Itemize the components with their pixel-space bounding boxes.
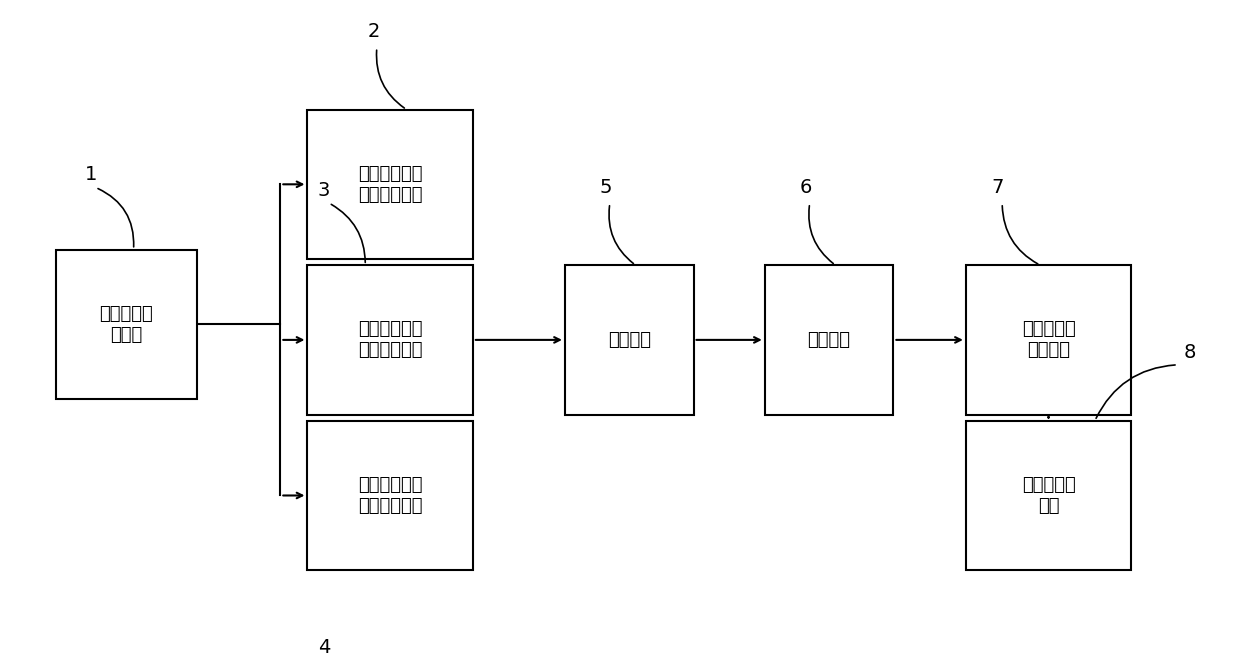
Text: 6: 6	[800, 178, 812, 197]
Text: 路段空间尺度
模型构建模块: 路段空间尺度 模型构建模块	[358, 321, 423, 360]
FancyBboxPatch shape	[765, 265, 894, 414]
Text: 2: 2	[367, 22, 379, 42]
Text: 7: 7	[991, 178, 1003, 197]
Text: 1: 1	[86, 165, 98, 184]
Text: 计算模块: 计算模块	[807, 331, 851, 349]
Text: 攻击模块: 攻击模块	[608, 331, 651, 349]
FancyBboxPatch shape	[966, 265, 1131, 414]
Text: 鲁棒性确定
模块: 鲁棒性确定 模块	[1022, 476, 1075, 515]
Text: 3: 3	[317, 181, 330, 200]
Text: 8: 8	[1184, 343, 1197, 362]
Text: 路名空间尺度
模型构建模块: 路名空间尺度 模型构建模块	[358, 165, 423, 204]
FancyBboxPatch shape	[308, 265, 472, 414]
Text: 道路网络获
取模块: 道路网络获 取模块	[99, 305, 154, 344]
FancyBboxPatch shape	[966, 421, 1131, 570]
Text: 社团空间尺度
模型构建模块: 社团空间尺度 模型构建模块	[358, 476, 423, 515]
FancyBboxPatch shape	[565, 265, 693, 414]
Text: 评价指标值
计算模块: 评价指标值 计算模块	[1022, 321, 1075, 360]
Text: 4: 4	[317, 639, 330, 658]
FancyBboxPatch shape	[308, 421, 472, 570]
FancyBboxPatch shape	[308, 110, 472, 259]
Text: 5: 5	[600, 178, 613, 197]
FancyBboxPatch shape	[56, 250, 197, 399]
